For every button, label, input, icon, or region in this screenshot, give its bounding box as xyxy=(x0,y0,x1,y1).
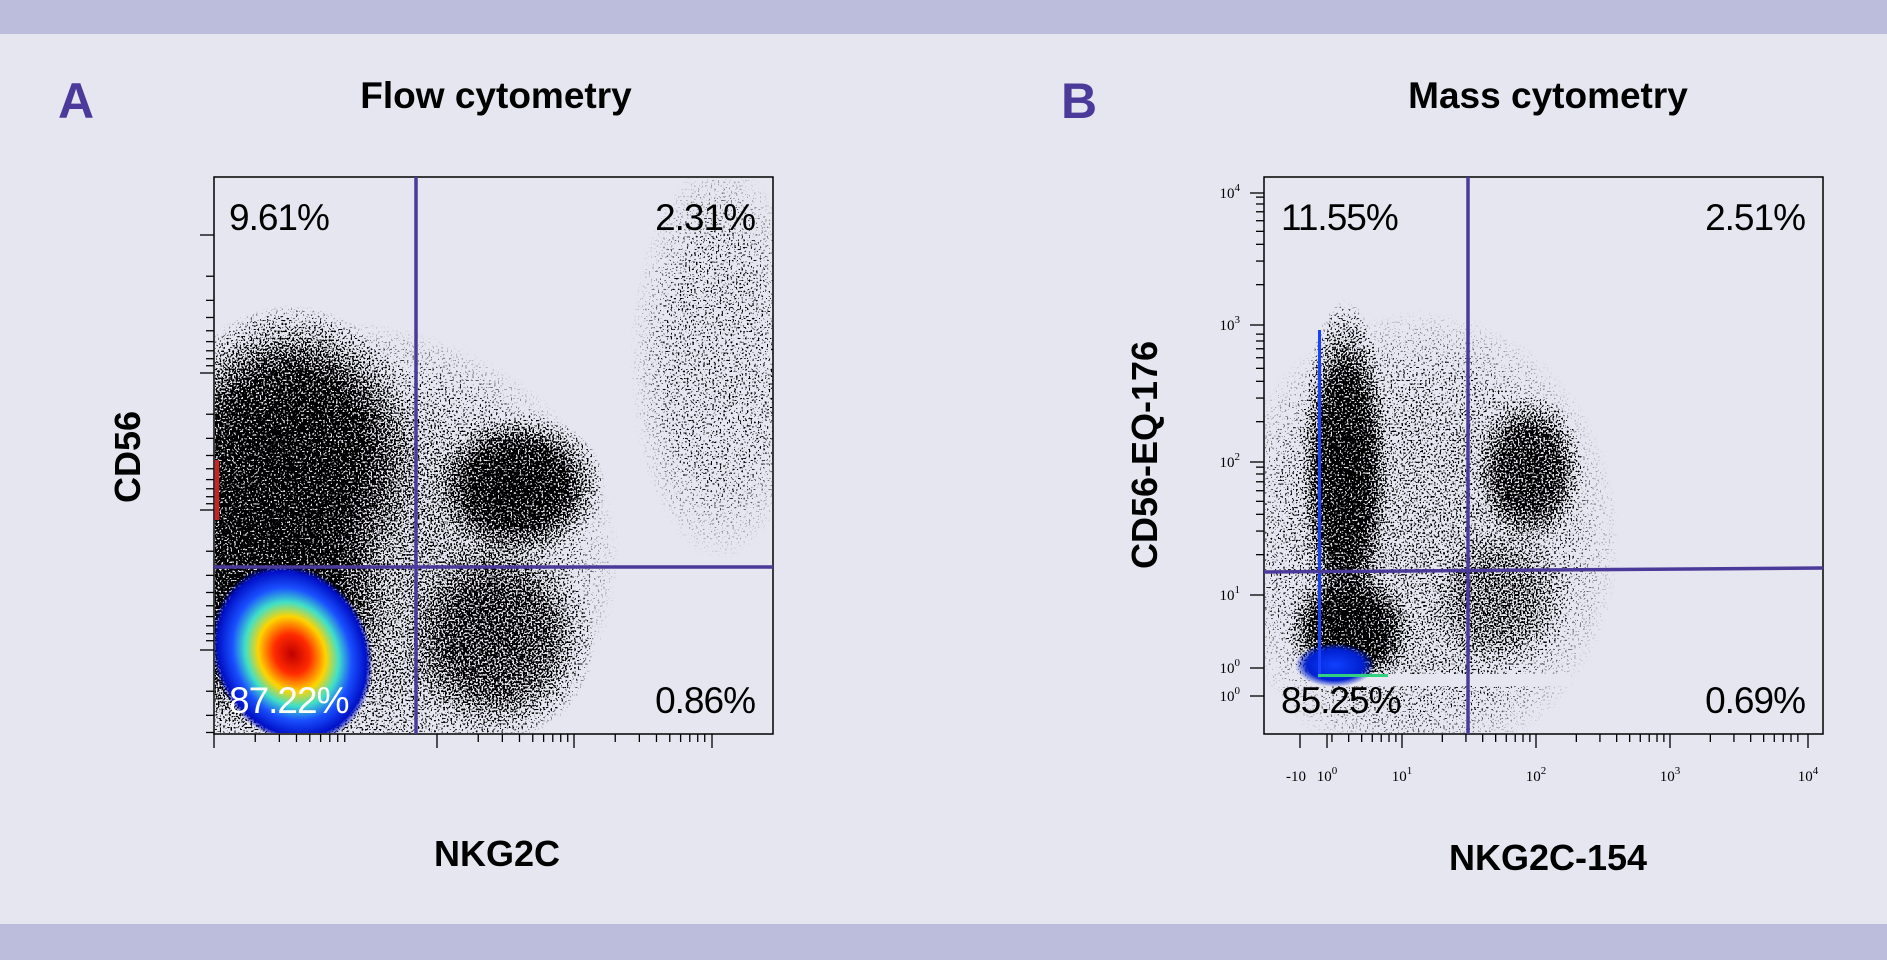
quadrant-percent: 0.69% xyxy=(1705,680,1805,721)
tick-label-exp: 1 xyxy=(1235,584,1241,596)
quadrant-percent: 85.25% xyxy=(1281,680,1401,721)
tick-label: 100 xyxy=(1220,657,1241,677)
tick-label: 104 xyxy=(1798,765,1819,785)
tick-label-base: 10 xyxy=(1798,769,1813,785)
edge-events xyxy=(1318,330,1321,678)
tick-label: 104 xyxy=(1220,182,1241,202)
tick-label: 101 xyxy=(1392,765,1413,785)
tick-label-base: 10 xyxy=(1660,769,1675,785)
events xyxy=(215,178,773,733)
quadrant-percent: 9.61% xyxy=(229,197,329,238)
axis-ticks xyxy=(200,234,713,748)
panel-title: Flow cytometry xyxy=(360,75,632,116)
tick-label-exp: 3 xyxy=(1235,314,1241,326)
quadrant-percent: 2.31% xyxy=(655,197,755,238)
quadrant-percent: 11.55% xyxy=(1281,197,1398,238)
x-axis-label: NKG2C-154 xyxy=(1449,837,1647,878)
quadrant-percent: 0.86% xyxy=(655,680,755,721)
tick-label: 100 xyxy=(1220,685,1241,705)
tick-label-exp: 2 xyxy=(1541,765,1547,777)
tick-label-base: -10 xyxy=(1286,769,1306,785)
panel-letter: A xyxy=(58,73,94,129)
tick-label-exp: 4 xyxy=(1235,182,1241,194)
tick-label: -10 xyxy=(1286,769,1306,785)
panel-b: B Mass cytometry CD56-EQ-176 NKG2C-154 -… xyxy=(1061,73,1824,878)
tick-label-base: 10 xyxy=(1220,661,1235,677)
tick-label-base: 10 xyxy=(1220,318,1235,334)
panel-letter: B xyxy=(1061,73,1097,129)
event-cloud xyxy=(1265,300,1620,733)
tick-label-base: 10 xyxy=(1392,769,1407,785)
quadrant-percent: 87.22% xyxy=(229,680,349,721)
y-axis-label: CD56 xyxy=(107,411,148,503)
tick-label-exp: 3 xyxy=(1675,765,1681,777)
tick-label-base: 10 xyxy=(1317,769,1332,785)
density-core xyxy=(215,564,373,733)
plot-frame xyxy=(1263,176,1824,735)
tick-label: 102 xyxy=(1220,451,1241,471)
edge-events xyxy=(215,460,219,520)
gate-horizontal xyxy=(1263,566,1824,574)
tick-label: 100 xyxy=(1317,765,1338,785)
tick-label-base: 10 xyxy=(1526,769,1541,785)
events xyxy=(1265,300,1620,733)
x-axis-label: NKG2C xyxy=(434,833,560,874)
tick-label: 103 xyxy=(1220,314,1241,334)
tick-label-exp: 2 xyxy=(1235,451,1241,463)
tick-label-base: 10 xyxy=(1220,588,1235,604)
panel-a: A Flow cytometry CD56 NKG2C 9.61% 2.31% … xyxy=(58,73,774,874)
tick-label-exp: 1 xyxy=(1407,765,1413,777)
tick-label-exp: 0 xyxy=(1332,765,1338,777)
tick-label-exp: 0 xyxy=(1235,657,1241,669)
tick-label-exp: 4 xyxy=(1813,765,1819,777)
top-band xyxy=(0,0,1887,34)
y-axis-label: CD56-EQ-176 xyxy=(1124,341,1165,569)
tick-label: 103 xyxy=(1660,765,1681,785)
bottom-band xyxy=(0,924,1887,960)
edge-events xyxy=(1318,674,1388,677)
tick-label-exp: 0 xyxy=(1235,685,1241,697)
tick-label: 102 xyxy=(1526,765,1547,785)
tick-label-base: 10 xyxy=(1220,186,1235,202)
tick-label-base: 10 xyxy=(1220,689,1235,705)
tick-label: 101 xyxy=(1220,584,1241,604)
quadrant-percent: 2.51% xyxy=(1705,197,1805,238)
tick-label-base: 10 xyxy=(1220,455,1235,471)
panel-title: Mass cytometry xyxy=(1408,75,1688,116)
